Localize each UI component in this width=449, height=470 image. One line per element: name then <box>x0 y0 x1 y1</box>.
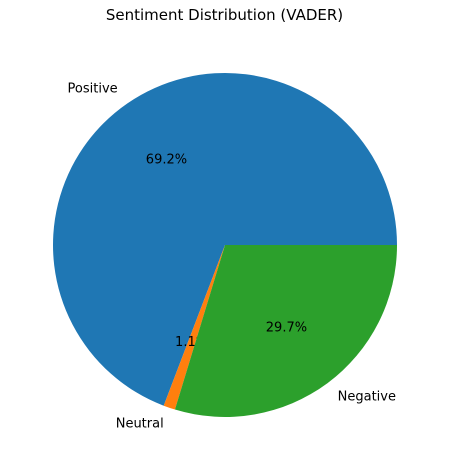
pie-slice-positive <box>53 73 398 406</box>
slice-percent-negative: 29.7% <box>266 320 307 335</box>
pie-slice-negative <box>174 245 397 417</box>
slice-percent-positive: 69.2% <box>146 153 187 168</box>
slice-label-positive: Positive <box>68 82 118 97</box>
slice-label-neutral: Neutral <box>116 416 164 431</box>
pie-slice-neutral <box>163 245 225 410</box>
chart-title: Sentiment Distribution (VADER) <box>105 6 344 24</box>
slice-label-negative: Negative <box>338 390 396 405</box>
